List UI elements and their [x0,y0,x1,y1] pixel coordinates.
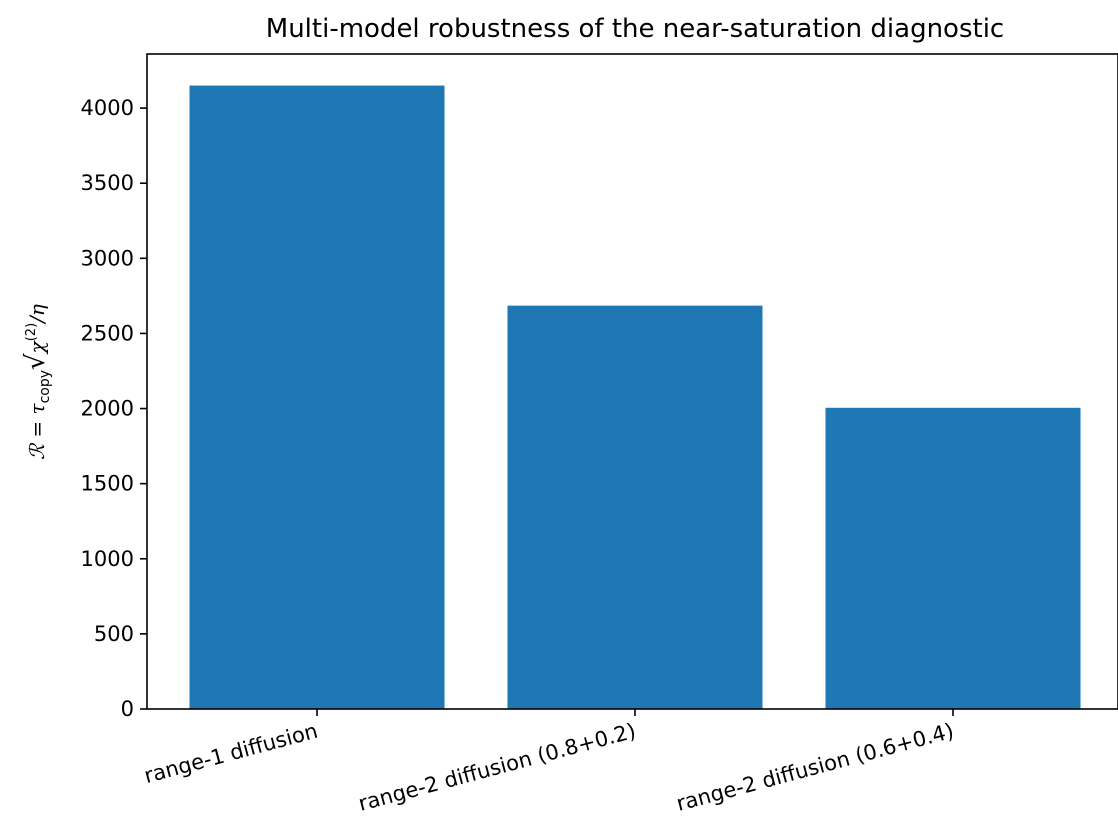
y-tick-label-2000: 2000 [81,397,134,421]
x-tick-label-2: range-2 diffusion (0.8+0.2) [356,719,638,816]
y-axis-label: ℛ = τcopy√χ(2)/η [21,304,53,460]
y-tick-label-3000: 3000 [81,246,134,270]
y-tick-label-1500: 1500 [81,472,134,496]
x-tick-label-1: range-1 diffusion [142,719,321,788]
y-tick-label-0: 0 [121,697,134,721]
bar-2 [507,305,763,709]
ylabel-suffix: /η [25,304,49,325]
plot-frame [146,53,1118,710]
ylabel-subscript: copy [37,370,53,403]
ylabel-radical: √ [21,353,51,370]
chart-title: Multi-model robustness of the near-satur… [266,14,1004,44]
bar-1 [189,85,445,710]
x-tick-label-3: range-2 diffusion (0.6+0.4) [674,719,956,816]
ylabel-superscript: (2) [24,323,39,341]
y-tick-label-1000: 1000 [81,547,134,571]
ylabel-prefix: ℛ = τ [25,402,49,459]
y-tick-label-500: 500 [94,622,134,646]
svg-text:ℛ = τcopy√χ(2)/η: ℛ = τcopy√χ(2)/η [21,304,53,460]
x-axis: range-1 diffusion range-2 diffusion (0.8+… [142,709,956,816]
y-tick-label-4000: 4000 [81,96,134,120]
y-axis: 0 500 1000 1500 2000 2500 3000 3500 4000 [81,96,147,721]
bar-3 [825,407,1081,709]
y-tick-label-2500: 2500 [81,321,134,345]
y-tick-label-3500: 3500 [81,171,134,195]
ylabel-chi: χ [25,339,49,355]
bars-group [189,85,1081,710]
